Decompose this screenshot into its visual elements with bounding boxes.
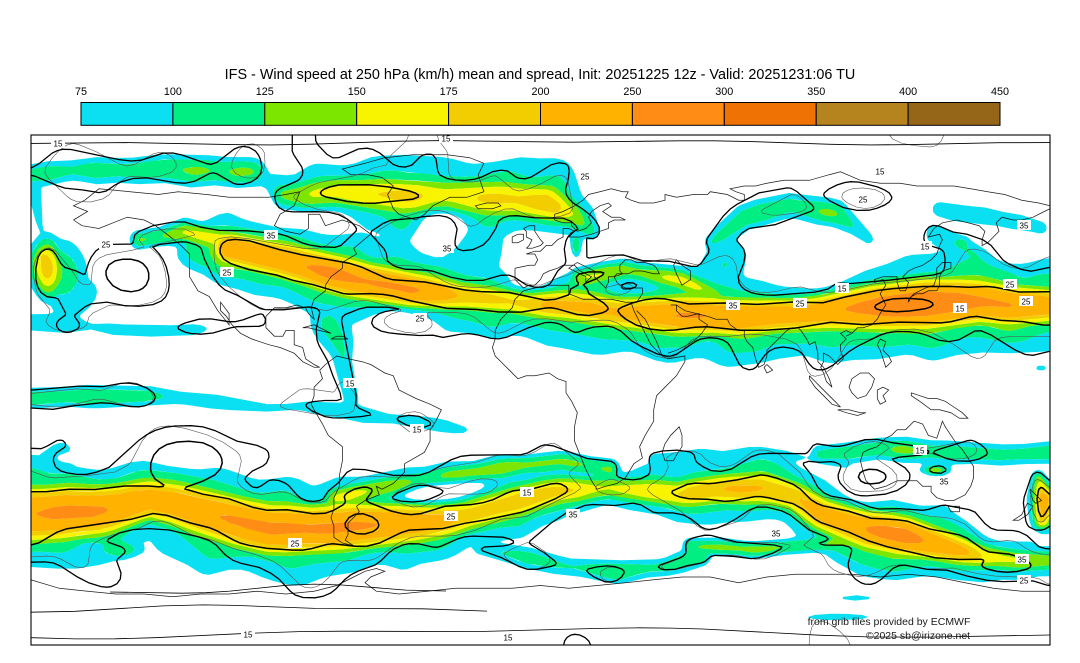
svg-text:15: 15 — [504, 634, 513, 643]
svg-text:25: 25 — [416, 315, 425, 324]
svg-text:15: 15 — [442, 135, 451, 144]
svg-text:25: 25 — [796, 300, 805, 309]
svg-text:©2025 sb@irizone.net: ©2025 sb@irizone.net — [866, 630, 970, 642]
svg-text:IFS - Wind speed at 250 hPa (k: IFS - Wind speed at 250 hPa (km/h) mean … — [225, 67, 856, 83]
svg-text:250: 250 — [623, 86, 641, 98]
svg-text:35: 35 — [729, 302, 738, 311]
svg-text:75: 75 — [75, 86, 87, 98]
svg-text:25: 25 — [291, 540, 300, 549]
svg-text:25: 25 — [102, 241, 111, 250]
svg-text:15: 15 — [916, 447, 925, 456]
svg-text:25: 25 — [223, 269, 232, 278]
svg-text:450: 450 — [991, 86, 1009, 98]
svg-text:200: 200 — [531, 86, 549, 98]
svg-text:300: 300 — [715, 86, 733, 98]
svg-text:15: 15 — [876, 168, 885, 177]
svg-text:15: 15 — [838, 285, 847, 294]
svg-text:15: 15 — [346, 380, 355, 389]
svg-text:15: 15 — [921, 243, 930, 252]
svg-text:15: 15 — [523, 489, 532, 498]
svg-text:15: 15 — [244, 631, 253, 640]
svg-text:25: 25 — [1020, 577, 1029, 586]
svg-text:35: 35 — [1020, 222, 1029, 231]
svg-text:35: 35 — [940, 478, 949, 487]
svg-text:15: 15 — [54, 140, 63, 149]
svg-text:25: 25 — [859, 196, 868, 205]
svg-text:25: 25 — [1022, 298, 1031, 307]
svg-text:125: 125 — [256, 86, 274, 98]
svg-text:35: 35 — [267, 232, 276, 241]
svg-text:100: 100 — [164, 86, 182, 98]
svg-text:35: 35 — [443, 245, 452, 254]
svg-text:15: 15 — [956, 305, 965, 314]
svg-text:35: 35 — [1018, 556, 1027, 565]
svg-text:25: 25 — [447, 513, 456, 522]
svg-text:35: 35 — [772, 530, 781, 539]
svg-text:25: 25 — [1006, 281, 1015, 290]
svg-text:400: 400 — [899, 86, 917, 98]
svg-text:350: 350 — [807, 86, 825, 98]
svg-text:175: 175 — [440, 86, 458, 98]
svg-text:25: 25 — [581, 173, 590, 182]
svg-text:35: 35 — [569, 511, 578, 520]
svg-text:15: 15 — [413, 426, 422, 435]
svg-text:150: 150 — [348, 86, 366, 98]
svg-text:from grib files provided by EC: from grib files provided by ECMWF — [808, 616, 971, 628]
